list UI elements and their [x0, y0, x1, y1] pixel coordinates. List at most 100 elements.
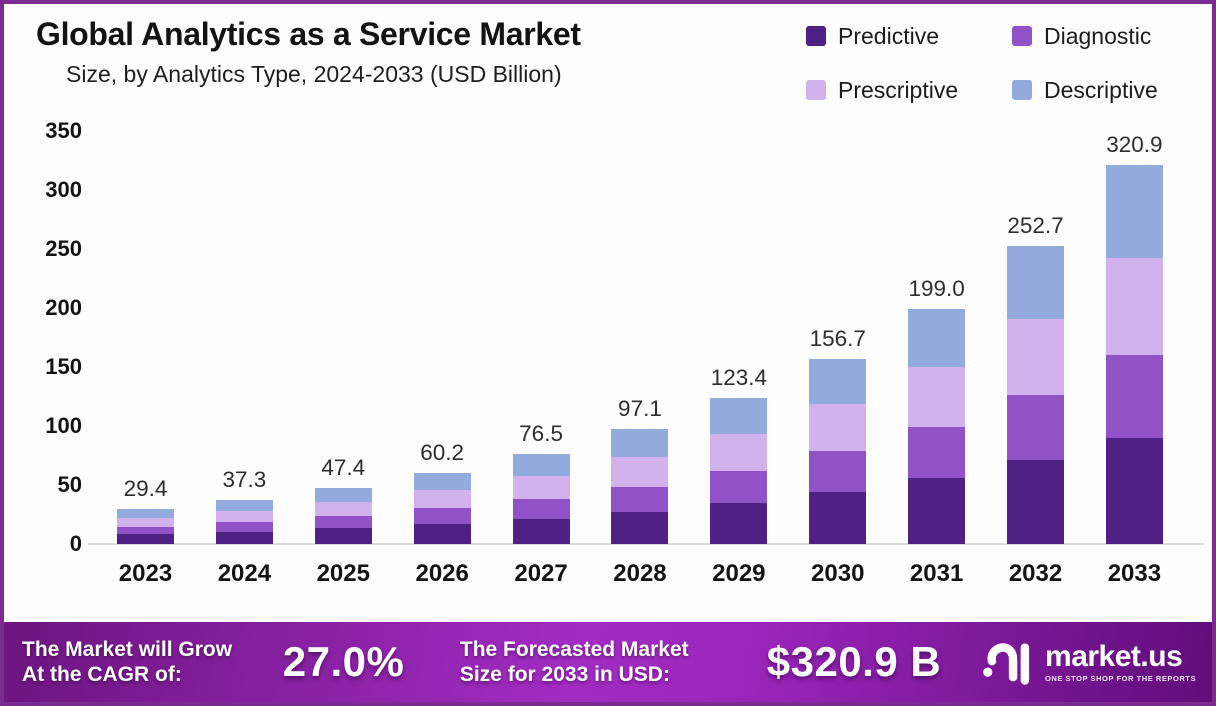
- bar-segment-prescriptive: [512, 475, 570, 499]
- x-tick-label-2026: 2026: [415, 560, 469, 587]
- bar-segment-prescriptive: [1105, 258, 1163, 355]
- bar-segment-descriptive: [908, 309, 966, 367]
- bar-segment-prescriptive: [215, 510, 273, 523]
- y-tick-label: 150: [45, 354, 82, 379]
- bar-total-label: 123.4: [710, 365, 767, 391]
- brand-name: market.us: [1045, 639, 1183, 673]
- forecast-label-line1: The Forecasted Market: [459, 637, 689, 661]
- y-tick-label: 350: [45, 118, 82, 143]
- bar-segment-prescriptive: [710, 434, 768, 472]
- bar-segment-diagnostic: [710, 471, 768, 504]
- bar-segment-predictive: [1105, 437, 1163, 544]
- bar-segment-diagnostic: [512, 498, 570, 519]
- x-axis: 2023 2024 2025 2026 2027 2028 2029 2030 2031 2032…: [117, 560, 1163, 588]
- bar-segment-predictive: [809, 492, 867, 544]
- x-tick-label-2023: 2023: [118, 560, 173, 587]
- bar-segment-descriptive: [611, 429, 669, 458]
- y-tick-label: 0: [69, 531, 82, 556]
- page-subtitle: Size, by Analytics Type, 2024-2033 (USD …: [66, 61, 562, 87]
- bar-segment-descriptive: [1105, 165, 1163, 259]
- bar-segment-diagnostic: [1007, 394, 1065, 461]
- bar-segment-predictive: [215, 531, 273, 544]
- x-tick-label-2029: 2029: [712, 560, 766, 587]
- bar-2027: 76.5: [512, 421, 570, 544]
- brand-logo: market.us ONE STOP SHOP FOR THE REPORTS: [981, 635, 1196, 689]
- bar-total-label: 37.3: [222, 467, 267, 492]
- bar-segment-predictive: [1007, 460, 1065, 544]
- bar-segment-predictive: [611, 511, 669, 544]
- bar-total-label: 76.5: [519, 420, 563, 446]
- forecast-label-line2: Size for 2033 in USD:: [459, 663, 670, 686]
- bar-segment-diagnostic: [117, 526, 174, 535]
- legend-label: Predictive: [838, 23, 939, 49]
- bar-segment-predictive: [908, 478, 966, 544]
- bar-segment-diagnostic: [809, 451, 867, 493]
- bar-segment-descriptive: [1007, 245, 1065, 319]
- forecast-label: The Forecasted Market Size for 2033 in U…: [460, 637, 755, 687]
- bar-total-label: 60.2: [420, 439, 465, 465]
- x-tick-label-2031: 2031: [909, 560, 964, 587]
- bar-segment-diagnostic: [611, 486, 669, 512]
- chart-section: Global Analytics as a Service Market Siz…: [4, 4, 1212, 622]
- x-axis-line: [88, 543, 1204, 545]
- bar-2030: 156.7: [809, 326, 867, 544]
- y-tick-label: 50: [57, 472, 82, 497]
- bar-2023: 29.4: [117, 476, 174, 544]
- bottom-banner: The Market will Grow At the CAGR of: 27.…: [4, 622, 1212, 702]
- bar-segment-descriptive: [413, 472, 471, 491]
- bar-segment-descriptive: [117, 509, 174, 518]
- bar-segment-diagnostic: [413, 508, 471, 525]
- y-tick-label: 250: [45, 236, 82, 261]
- bar-segment-predictive: [710, 503, 768, 544]
- page-title: Global Analytics as a Service Market: [36, 16, 581, 52]
- y-tick-label: 100: [45, 413, 82, 438]
- bar-segment-descriptive: [215, 500, 273, 511]
- bar-segment-prescriptive: [1007, 318, 1065, 395]
- legend-label: Descriptive: [1044, 77, 1158, 103]
- bar-segment-diagnostic: [908, 426, 966, 479]
- cagr-label-line2: At the CAGR of:: [22, 663, 182, 686]
- bar-segment-prescriptive: [314, 501, 372, 517]
- legend-label: Prescriptive: [838, 77, 959, 103]
- bar-segment-prescriptive: [413, 490, 471, 509]
- bar-total-label: 199.0: [908, 276, 965, 302]
- market-us-logo-icon: [983, 643, 1030, 685]
- legend-item-descriptive: Descriptive: [1012, 78, 1158, 102]
- x-tick-label-2027: 2027: [514, 560, 568, 587]
- cagr-value: 27.0%: [282, 638, 405, 685]
- bar-segment-diagnostic: [215, 522, 273, 532]
- bar-segment-prescriptive: [809, 404, 867, 452]
- bar-segment-predictive: [413, 524, 471, 544]
- x-tick-label-2032: 2032: [1008, 560, 1063, 587]
- bar-total-label: 47.4: [321, 455, 366, 481]
- cagr-label: The Market will Grow At the CAGR of:: [22, 637, 265, 687]
- bar-segment-predictive: [314, 528, 372, 544]
- bar-segment-predictive: [512, 518, 570, 544]
- cagr-label-line1: The Market will Grow: [22, 637, 233, 661]
- bar-segment-descriptive: [809, 359, 867, 405]
- legend-item-prescriptive: Prescriptive: [806, 78, 1012, 102]
- brand-text: market.us ONE STOP SHOP FOR THE REPORTS: [1045, 639, 1196, 683]
- brand-tagline: ONE STOP SHOP FOR THE REPORTS: [1045, 673, 1196, 683]
- bar-total-label: 252.7: [1007, 212, 1064, 238]
- bar-segment-prescriptive: [908, 366, 966, 427]
- y-axis: 0 50 100 150 200 250 300 350: [28, 4, 82, 622]
- diagnostic-swatch-icon: [1012, 26, 1032, 46]
- forecast-value: $320.9 B: [766, 638, 942, 685]
- chart-legend: Predictive Diagnostic Prescriptive Descr…: [806, 24, 1158, 102]
- x-tick-label-2025: 2025: [316, 560, 370, 587]
- bar-segment-predictive: [117, 534, 174, 544]
- legend-item-predictive: Predictive: [806, 24, 1012, 48]
- bar-total-label: 320.9: [1106, 132, 1163, 158]
- descriptive-swatch-icon: [1012, 80, 1032, 100]
- bar-2024: 37.3: [215, 467, 273, 544]
- title-block: Global Analytics as a Service Market Siz…: [36, 16, 581, 88]
- x-tick-label-2033: 2033: [1107, 560, 1162, 587]
- legend-label: Diagnostic: [1044, 23, 1152, 49]
- x-tick-label-2024: 2024: [217, 560, 272, 587]
- y-tick-label: 300: [45, 177, 82, 202]
- prescriptive-swatch-icon: [806, 80, 826, 100]
- y-tick-label: 200: [45, 295, 82, 320]
- x-tick-label-2028: 2028: [613, 560, 667, 587]
